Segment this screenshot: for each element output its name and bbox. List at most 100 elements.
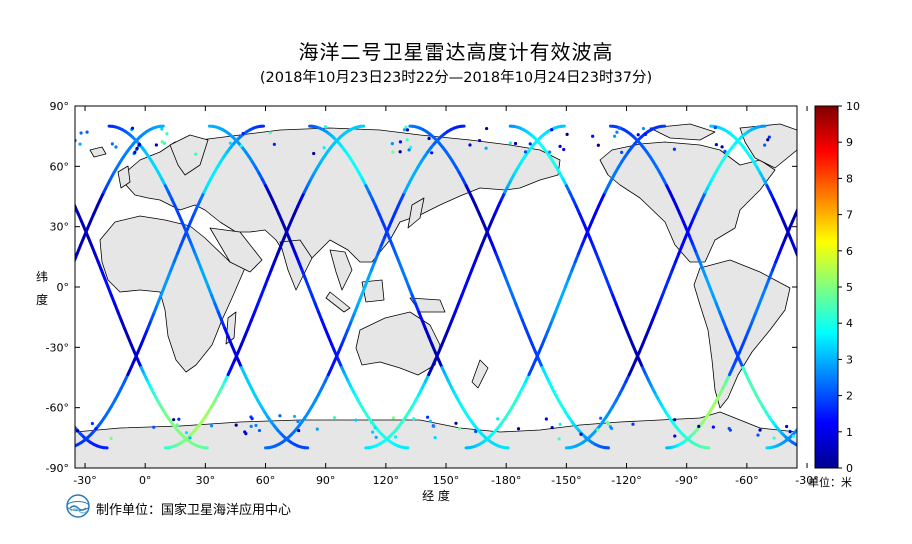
- track-segment: [840, 360, 843, 367]
- track-segment: [7, 179, 10, 185]
- observation-point: [272, 142, 276, 146]
- observation-point: [758, 428, 762, 432]
- latitude-label-char-2: 度: [36, 292, 48, 307]
- track-segment: [21, 320, 24, 328]
- observation-point: [244, 432, 248, 436]
- land-masses: [75, 123, 797, 468]
- lon-tick-label: -30°: [73, 474, 96, 487]
- lon-tick-label: 120°: [373, 474, 400, 487]
- land-india: [279, 239, 313, 291]
- observation-point: [609, 426, 614, 431]
- track-segment: [259, 285, 267, 297]
- track-segment: [876, 254, 879, 262]
- track-segment: [51, 388, 54, 394]
- observation-point: [516, 427, 521, 431]
- track-segment: [206, 285, 214, 297]
- track-segment: [876, 426, 879, 430]
- track-segment: [356, 293, 363, 306]
- track-segment: [840, 345, 843, 353]
- observation-point: [315, 427, 319, 431]
- observation-point: [209, 424, 214, 428]
- observation-point: [457, 426, 462, 431]
- lon-tick-label: 60°: [256, 474, 276, 487]
- observation-point: [713, 125, 717, 130]
- track-segment: [870, 417, 873, 422]
- observation-point: [228, 141, 232, 145]
- observation-point: [615, 130, 619, 134]
- observation-point: [234, 423, 238, 427]
- track-segment: [907, 279, 910, 287]
- track-segment: [897, 426, 900, 430]
- observation-point: [398, 150, 402, 154]
- observation-point: [791, 434, 795, 438]
- track-segment: [68, 447, 71, 448]
- track-segment: [18, 388, 21, 394]
- track-segment: [841, 144, 844, 148]
- lon-tick-label: -150°: [551, 474, 581, 487]
- track-segment: [156, 293, 163, 306]
- track-segment: [463, 277, 470, 289]
- observation-point: [177, 417, 181, 421]
- observation-point: [454, 421, 458, 425]
- track-segment: [507, 285, 515, 297]
- track-segment: [99, 268, 107, 281]
- track-segment: [887, 229, 890, 237]
- track-segment: [404, 277, 411, 289]
- observation-point: [194, 152, 198, 156]
- observation-point: [393, 435, 398, 439]
- track-segment: [884, 440, 887, 442]
- track-segment: [809, 179, 812, 185]
- observation-point: [478, 138, 482, 143]
- observation-point: [425, 415, 430, 419]
- observation-point: [94, 427, 98, 431]
- observation-point: [596, 428, 600, 432]
- lon-tick-label: -60°: [735, 474, 758, 487]
- track-segment: [810, 407, 813, 412]
- colorbar-tick-label: 7: [846, 209, 853, 222]
- track-segment: [33, 140, 36, 144]
- land-scandinavia: [169, 134, 209, 176]
- track-segment: [894, 245, 897, 253]
- agency-logo: [66, 494, 90, 518]
- colorbar-tick-label: 9: [846, 136, 853, 149]
- track-segment: [25, 132, 28, 134]
- track-segment: [893, 214, 896, 222]
- observation-point: [278, 414, 282, 418]
- track-segment: [889, 222, 892, 230]
- observation-point: [756, 433, 760, 437]
- track-segment: [863, 287, 866, 295]
- track-segment: [0, 192, 3, 199]
- track-segment: [802, 447, 805, 448]
- lon-tick-label: -120°: [611, 474, 641, 487]
- observation-point: [130, 126, 135, 130]
- colorbar-tick-label: 6: [846, 245, 853, 258]
- observation-point: [672, 147, 677, 151]
- land-arabia: [209, 227, 263, 273]
- track-segment: [22, 130, 25, 132]
- track-segment: [466, 268, 474, 281]
- land-south-america: [693, 259, 791, 409]
- track-segment: [879, 245, 882, 253]
- track-segment: [21, 382, 24, 389]
- track-segment: [711, 293, 718, 306]
- track-segment: [24, 375, 27, 382]
- observation-point: [188, 436, 192, 440]
- observation-point: [474, 429, 478, 434]
- track-segment: [867, 186, 870, 193]
- track-segment: [68, 192, 71, 199]
- track-segment: [601, 268, 608, 281]
- track-segment: [50, 128, 53, 130]
- observation-point: [76, 429, 80, 433]
- observation-point: [249, 424, 253, 429]
- track-segment: [35, 140, 38, 144]
- observation-point: [175, 423, 179, 427]
- colorbar-tick-label: 10: [846, 100, 860, 113]
- track-segment: [874, 199, 877, 206]
- track-segment: [803, 270, 806, 278]
- colorbar: [814, 105, 839, 469]
- track-segment: [456, 293, 464, 306]
- observation-point: [296, 419, 300, 424]
- track-segment: [886, 437, 889, 440]
- track-segment: [67, 417, 70, 422]
- track-segment: [75, 425, 76, 428]
